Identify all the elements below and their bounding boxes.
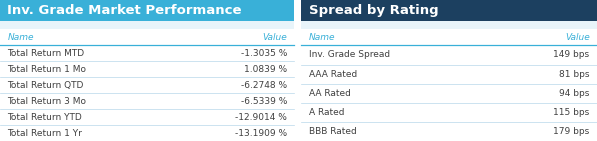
Bar: [301, 122, 597, 141]
Text: -6.2748 %: -6.2748 %: [241, 81, 287, 90]
Text: Total Return 3 Mo: Total Return 3 Mo: [7, 97, 87, 106]
Bar: [0, 45, 294, 61]
Text: Value: Value: [262, 33, 287, 42]
Text: Spread by Rating: Spread by Rating: [309, 4, 439, 17]
Bar: [0, 109, 294, 125]
Text: 1.0839 %: 1.0839 %: [244, 65, 287, 74]
Bar: [0, 93, 294, 109]
Text: -13.1909 %: -13.1909 %: [235, 129, 287, 137]
Text: Total Return MTD: Total Return MTD: [7, 49, 85, 58]
Bar: [301, 103, 597, 122]
Text: Inv. Grade Spread: Inv. Grade Spread: [309, 50, 390, 60]
Text: Total Return YTD: Total Return YTD: [7, 113, 82, 122]
Text: 81 bps: 81 bps: [559, 70, 590, 79]
Text: Total Return 1 Yr: Total Return 1 Yr: [7, 129, 82, 137]
Text: -6.5339 %: -6.5339 %: [241, 97, 287, 106]
Bar: [0, 125, 294, 141]
Text: 149 bps: 149 bps: [553, 50, 590, 60]
Text: Value: Value: [565, 33, 590, 42]
Text: BBB Rated: BBB Rated: [309, 127, 356, 136]
Bar: [301, 0, 597, 21]
Text: A Rated: A Rated: [309, 108, 344, 117]
Bar: [0, 0, 294, 21]
Bar: [301, 45, 597, 65]
Text: 179 bps: 179 bps: [553, 127, 590, 136]
Bar: [0, 77, 294, 93]
Text: Total Return QTD: Total Return QTD: [7, 81, 84, 90]
Text: 94 bps: 94 bps: [559, 89, 590, 98]
Text: 115 bps: 115 bps: [553, 108, 590, 117]
Bar: [301, 29, 597, 141]
Text: Total Return 1 Mo: Total Return 1 Mo: [7, 65, 87, 74]
Text: -1.3035 %: -1.3035 %: [241, 49, 287, 58]
Bar: [0, 29, 294, 141]
Bar: [301, 21, 597, 29]
Text: Name: Name: [7, 33, 34, 42]
Text: AAA Rated: AAA Rated: [309, 70, 357, 79]
Bar: [301, 65, 597, 84]
Text: Name: Name: [309, 33, 336, 42]
Text: AA Rated: AA Rated: [309, 89, 351, 98]
Bar: [0, 21, 294, 29]
Bar: [0, 61, 294, 77]
Text: -12.9014 %: -12.9014 %: [235, 113, 287, 122]
Bar: [301, 84, 597, 103]
Text: Inv. Grade Market Performance: Inv. Grade Market Performance: [7, 4, 242, 17]
